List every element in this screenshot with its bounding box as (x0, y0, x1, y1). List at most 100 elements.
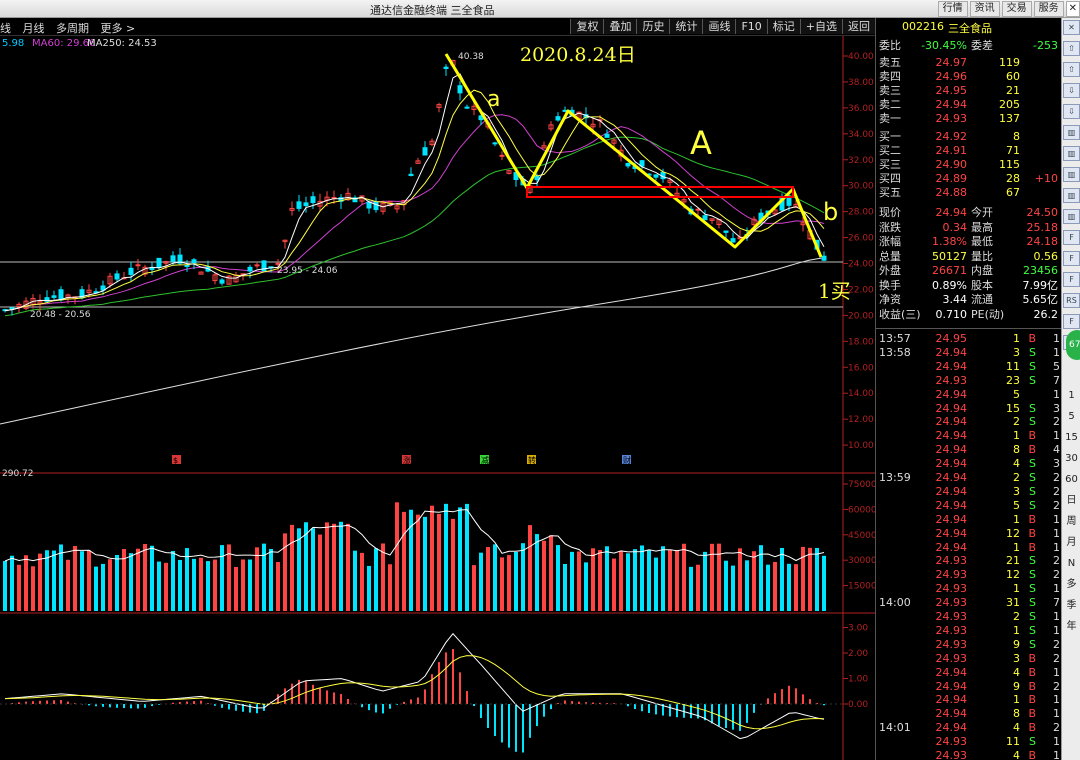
market-button[interactable]: 行情 (937, 1, 968, 17)
tick-side: B (1028, 749, 1036, 760)
f-icon[interactable]: F (1063, 230, 1080, 245)
draw-line-button[interactable]: 画线 (702, 19, 736, 34)
volume-bar (766, 564, 770, 611)
tick-row: 24.93 2 S 1 (876, 610, 1062, 624)
mark-button[interactable]: 标记 (766, 19, 800, 34)
period-6[interactable]: 周 (1066, 516, 1077, 527)
service-button[interactable]: 服务 (1033, 1, 1064, 17)
sell-level-label: 卖一 (879, 112, 901, 125)
candle-body (548, 124, 554, 130)
menu-more[interactable]: 更多 > (100, 22, 136, 35)
tick-volume: 1 (1013, 512, 1020, 526)
f-icon[interactable]: F (1063, 251, 1080, 266)
bars-icon[interactable]: ▥ (1063, 146, 1080, 161)
down-arrow-icon[interactable]: ⇩ (1063, 104, 1080, 119)
tick-count: 1 (1053, 429, 1060, 443)
stat-label-1: 现价 (879, 206, 901, 219)
tick-volume: 8 (1013, 707, 1020, 721)
up-arrow-icon[interactable]: ⇧ (1063, 41, 1080, 56)
trade-button[interactable]: 交易 (1001, 1, 1032, 17)
volume-bar (276, 562, 280, 611)
close-icon[interactable]: ✕ (1063, 20, 1080, 35)
f10-button[interactable]: F10 (735, 19, 767, 34)
tick-row: 24.93 11 S 1 (876, 735, 1062, 749)
period-11[interactable]: 年 (1066, 621, 1077, 632)
stat-value-1: 0.710 (935, 307, 968, 321)
down-arrow-icon[interactable]: ⇩ (1063, 83, 1080, 98)
quote-stat-row: 外盘 26671 内盘 23456 (876, 264, 1062, 278)
bars-icon[interactable]: ▥ (1063, 209, 1080, 224)
menu-month-line[interactable]: 月线 (22, 22, 45, 35)
period-1[interactable]: 5 (1068, 411, 1075, 422)
period-0[interactable]: 1 (1068, 390, 1075, 401)
sell-price: 24.94 (935, 98, 968, 111)
stats-button[interactable]: 统计 (669, 19, 703, 34)
tick-count: 2 (1053, 568, 1060, 582)
f-icon[interactable]: F (1063, 272, 1080, 287)
tick-count: 1 (1053, 623, 1060, 637)
tick-price: 24.94 (935, 721, 968, 735)
period-9[interactable]: 多 (1066, 579, 1077, 590)
period-2[interactable]: 15 (1065, 432, 1078, 443)
tick-volume: 11 (1006, 735, 1020, 749)
sell-level-row: 卖五 24.97 119 (876, 56, 1062, 70)
menu-line[interactable]: 线 (0, 22, 11, 35)
tick-count: 2 (1053, 651, 1060, 665)
ma250-line (0, 257, 823, 425)
volume-bar (731, 565, 735, 611)
close-window-icon[interactable]: ✕ (1065, 1, 1080, 17)
tick-row: 24.94 11 S 5 (876, 360, 1062, 374)
overlay-button[interactable]: 叠加 (603, 19, 637, 34)
period-4[interactable]: 60 (1065, 474, 1078, 485)
volume-bar (311, 528, 315, 611)
tick-row: 24.94 5 1 (876, 388, 1062, 402)
weicha-label: 委差 (971, 39, 993, 52)
rsi-icon[interactable]: RS (1063, 293, 1080, 308)
volume-bar (283, 533, 287, 611)
floating-badge[interactable]: 67 (1066, 330, 1080, 360)
bars-icon[interactable]: ▥ (1063, 167, 1080, 182)
tick-row: 24.93 12 S 2 (876, 568, 1062, 582)
volume-ma-line (4, 509, 825, 562)
sell-volume: 137 (999, 112, 1020, 125)
history-button[interactable]: 历史 (636, 19, 670, 34)
news-button[interactable]: 资讯 (969, 1, 1000, 17)
menu-multi-period[interactable]: 多周期 (56, 22, 89, 35)
tick-volume: 8 (1013, 443, 1020, 457)
tick-price: 24.94 (935, 443, 968, 457)
volume-bar (318, 534, 322, 611)
buy-level-label: 买五 (879, 186, 901, 199)
volume-bar (647, 549, 651, 611)
rights-button[interactable]: 复权 (570, 19, 604, 34)
volume-bar (402, 511, 406, 611)
volume-tick-label: 15000 (848, 582, 875, 592)
buy-level-label: 买一 (879, 130, 901, 143)
period-5[interactable]: 日 (1066, 495, 1077, 506)
candle-body (702, 215, 708, 221)
period-10[interactable]: 季 (1066, 600, 1077, 611)
f-icon[interactable]: F (1063, 314, 1080, 329)
period-7[interactable]: 月 (1066, 537, 1077, 548)
kline-chart[interactable]: 5.98 MA60: 29.66 MA250: 24.53 2020.8.24日… (0, 36, 875, 760)
price-tick-label: 16.00 (848, 363, 874, 373)
bars-icon[interactable]: ▥ (1063, 188, 1080, 203)
stat-label-2: 内盘 (971, 264, 993, 277)
price-tick-label: 18.00 (848, 337, 874, 347)
period-menu: 线 月线 多周期 更多 > (0, 20, 143, 36)
stat-value-2: 25.18 (1026, 220, 1059, 234)
price-tick-label: 38.00 (848, 78, 874, 88)
volume-bar (171, 550, 175, 611)
period-8[interactable]: N (1067, 558, 1076, 569)
back-button[interactable]: 返回 (842, 19, 875, 34)
volume-bar (101, 563, 105, 611)
up-arrow-icon[interactable]: ⇧ (1063, 62, 1080, 77)
tick-price: 24.94 (935, 484, 968, 498)
add-watchlist-button[interactable]: +自选 (799, 19, 842, 34)
tick-volume: 9 (1013, 679, 1020, 693)
mid-price-label: 23.95 - 24.06 (277, 266, 338, 276)
candle-body (793, 203, 799, 208)
bars-icon[interactable]: ▥ (1063, 125, 1080, 140)
candle-body (296, 201, 302, 209)
period-3[interactable]: 30 (1065, 453, 1078, 464)
tick-count: 7 (1053, 373, 1060, 387)
